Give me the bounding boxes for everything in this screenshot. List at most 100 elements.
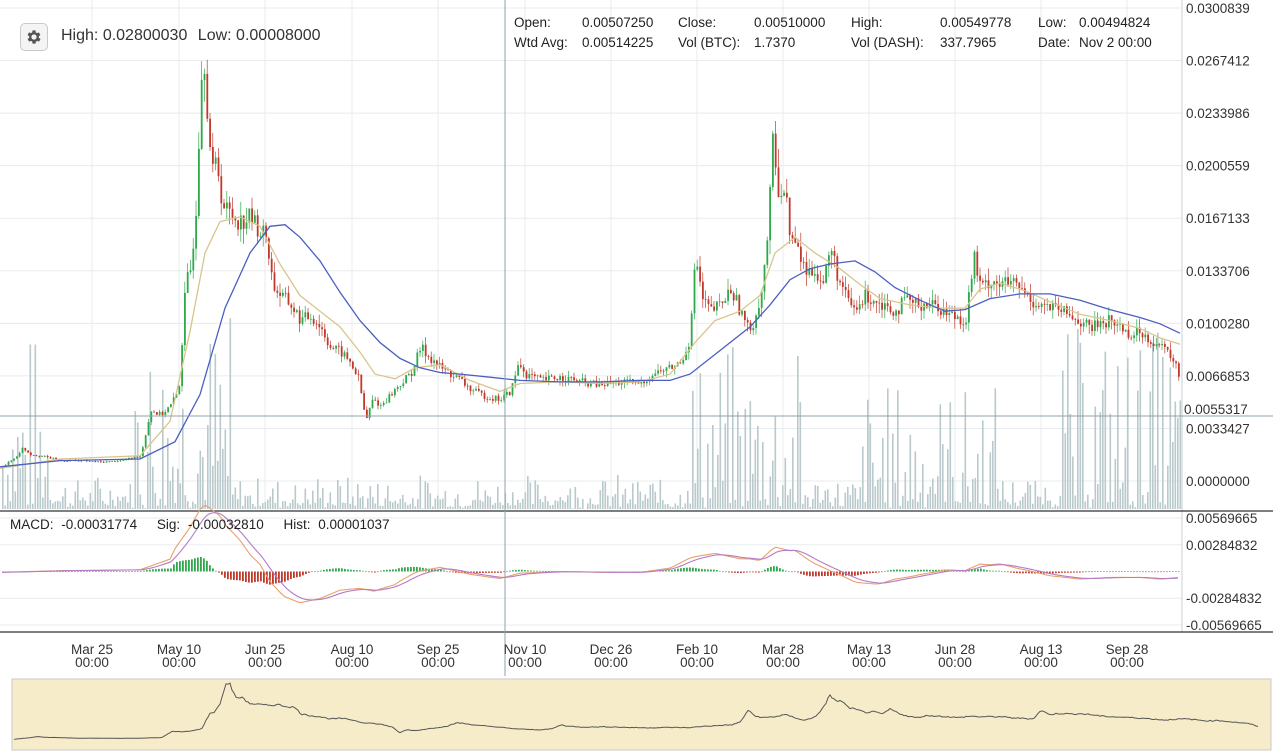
macd-hist-bar: [209, 565, 211, 572]
volume-bar: [589, 498, 592, 509]
volume-bar: [17, 436, 19, 509]
volume-bar: [1007, 501, 1009, 509]
macd-hist-bar: [1019, 571, 1021, 574]
volume-bar: [72, 505, 74, 509]
volume-bar: [449, 506, 452, 509]
candle-body: [158, 411, 161, 415]
volume-bar: [1072, 456, 1074, 509]
macd-hist-bar: [497, 571, 499, 573]
x-tick-date: Aug 13: [1020, 642, 1063, 657]
candle-body: [366, 409, 368, 418]
volume-bar: [897, 390, 899, 509]
volume-bar: [777, 497, 779, 509]
candle-body: [573, 377, 575, 381]
volume-bar: [1177, 417, 1179, 509]
candle-body: [993, 281, 995, 285]
volume-bar: [257, 478, 259, 509]
macd-hist-bar: [446, 571, 448, 572]
candle-body: [959, 316, 962, 325]
settings-button[interactable]: [20, 23, 48, 51]
volume-bar: [132, 507, 134, 509]
candle-body: [732, 293, 735, 301]
navigator-panel[interactable]: [11, 678, 1272, 751]
volume-bar: [514, 505, 517, 509]
volume-bar: [969, 501, 972, 509]
volume-bar: [182, 408, 184, 509]
candle-body: [186, 272, 189, 293]
macd-hist-bar: [272, 571, 274, 585]
volume-bar: [972, 479, 974, 509]
macd-hist-bar: [1115, 571, 1117, 572]
volume-bar: [1119, 488, 1122, 509]
macd-hist-bar: [107, 571, 109, 573]
volume-bar: [952, 477, 954, 509]
candle-body: [872, 300, 875, 304]
signal-line: [2, 512, 1179, 601]
macd-hist-bar: [359, 570, 361, 572]
macd-hist-bar: [350, 569, 352, 572]
candle-body: [130, 457, 133, 459]
candle-body: [987, 280, 990, 289]
candle-body: [410, 374, 413, 376]
volume-bar: [754, 439, 757, 509]
volume-bar: [82, 497, 84, 509]
crosshair-price-label: 0.0055317: [1184, 402, 1248, 417]
volume-bar: [1057, 506, 1059, 509]
volume-bar: [809, 506, 812, 509]
candle-body: [433, 360, 435, 363]
macd-hist-bar: [665, 570, 667, 572]
candle-body: [662, 370, 665, 372]
macd-hist-bar: [1073, 571, 1075, 573]
volume-bar: [247, 496, 249, 509]
volume-bar: [742, 506, 744, 509]
y-tick-label: 0.0267412: [1186, 54, 1250, 69]
volume-bar: [1054, 504, 1057, 509]
volume-bar: [234, 487, 237, 509]
volume-bar: [1172, 442, 1174, 509]
candle-body: [1113, 320, 1116, 326]
candle-body: [1085, 319, 1088, 323]
ohlc-low-label: Low:: [1038, 15, 1067, 30]
candle-body: [91, 461, 94, 462]
macd-hist-bar: [1154, 571, 1156, 573]
volume-bar: [922, 463, 924, 509]
candle-body: [1052, 302, 1054, 311]
macd-hist-bar: [146, 570, 148, 572]
candle-body: [721, 301, 724, 304]
candle-body: [321, 327, 323, 330]
macd-hist-bar: [755, 571, 757, 573]
volume-bar: [277, 481, 279, 509]
candle-body: [738, 295, 741, 315]
macd-hist-bar: [800, 571, 802, 574]
macd-label: MACD:: [10, 517, 54, 532]
volume-bar: [974, 477, 977, 509]
macd-hist-bar: [149, 569, 151, 572]
volume-bar: [294, 485, 297, 509]
candle-body: [1116, 324, 1119, 326]
candle-body: [1130, 337, 1133, 339]
volume-bar: [109, 490, 112, 509]
macd-hist-bar: [1103, 571, 1105, 572]
macd-hist-bar: [341, 568, 343, 572]
macd-hist-bar: [95, 571, 97, 572]
macd-hist-bar: [326, 569, 328, 572]
macd-hist-bar: [662, 570, 664, 572]
candle-body: [707, 299, 710, 305]
volume-bar: [767, 504, 769, 509]
candle-body: [354, 368, 357, 375]
candle-body: [122, 459, 125, 461]
candle-body: [802, 261, 805, 263]
macd-hist-bar: [770, 566, 772, 572]
candle-body: [886, 303, 889, 307]
candle-body: [161, 411, 164, 416]
macd-hist-bar: [323, 569, 325, 572]
macd-hist-bar: [896, 569, 898, 572]
macd-value: -0.00031774: [61, 517, 138, 532]
volume-bar: [19, 468, 22, 509]
x-tick-date: Feb 10: [676, 642, 718, 657]
volume-bar: [942, 444, 944, 509]
macd-hist-bar: [935, 569, 937, 572]
volume-bar: [854, 488, 857, 509]
volume-bar: [102, 500, 104, 509]
